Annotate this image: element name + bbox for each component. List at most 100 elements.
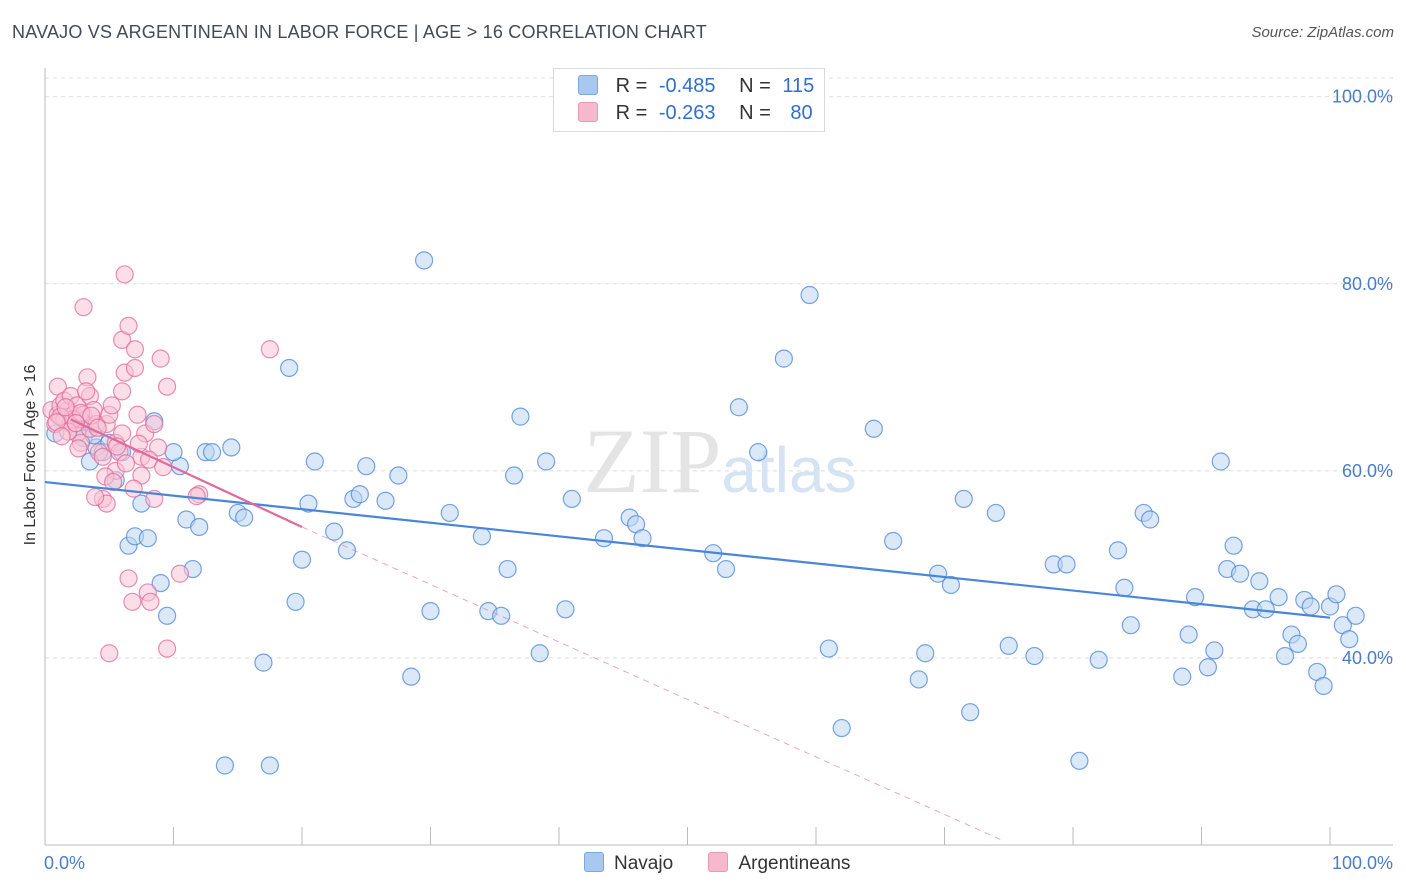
navajo-point-78 [999,636,1018,655]
y-tick-label-100: 100.0% [1332,87,1393,107]
navajo-point-22 [190,517,209,537]
argentineans-legend-swatch [708,852,729,872]
navajo-point-62 [716,559,736,579]
argentineans-point-70 [129,434,148,453]
navajo-point-34 [299,494,318,513]
argentineans-point-47 [141,592,160,611]
navajo-point-26 [215,756,234,775]
navajo-point-74 [941,575,961,595]
navajo-trend-line [44,480,1331,619]
navajo-point-79 [1025,646,1044,666]
navajo-point-92 [1198,658,1218,677]
navajo-point-97 [1230,564,1250,583]
argentineans-point-23 [93,447,112,466]
source-label: Source: ZipAtlas.com [1251,24,1394,41]
argentineans-point-48 [145,414,164,434]
series-argentineans [42,265,279,663]
argentinean-r-label: R = [615,102,648,124]
y-tick-label-80: 80.0% [1342,274,1393,294]
y-tick-label-40: 40.0% [1342,648,1393,668]
navajo-point-35 [305,452,324,471]
navajo-point-37 [337,541,357,560]
navajo-point-54 [537,452,556,471]
navajo-point-77 [986,503,1006,523]
legend-row-argentinean: R = -0.263 N = 80 [578,102,813,128]
x-tick-label-min: 0.0% [44,853,85,873]
series-legend: Navajo Argentineans [584,852,880,875]
argentineans-point-56 [260,340,279,359]
navajo-point-30 [260,756,279,775]
correlation-legend: R = -0.485 N = 115 R = -0.263 N = 80 [553,68,825,132]
navajo-point-104 [1288,634,1307,653]
argentineans-point-39 [123,592,142,611]
chart-title: NAVAJO VS ARGENTINEAN IN LABOR FORCE | A… [12,22,707,42]
data-points [42,251,1365,775]
navajo-point-64 [749,443,768,462]
navajo-point-82 [1070,751,1089,770]
argentineans-point-79 [154,458,173,477]
argentineans-point-73 [86,487,105,507]
legend-item-navajo[interactable]: Navajo [584,852,673,875]
navajo-point-85 [1115,578,1134,597]
navajo-point-41 [376,491,395,510]
argentineans-point-36 [115,265,134,284]
navajo-point-40 [357,457,376,476]
navajo-point-33 [292,550,312,569]
navajo-point-25 [222,438,241,457]
watermark-atlas: atlas [721,434,856,506]
navajo-point-63 [729,398,749,417]
argentineans-point-64 [56,398,75,417]
navajo-point-108 [1314,676,1333,696]
navajo-point-94 [1211,452,1230,471]
navajo-point-88 [1140,510,1160,529]
navajo-point-72 [916,644,935,663]
argentineans-point-61 [77,382,96,401]
navajo-point-90 [1179,625,1198,644]
trend-lines [44,418,1331,841]
navajo-point-24 [202,443,222,462]
navajo-point-45 [421,602,440,621]
navajo-point-110 [1327,585,1346,604]
argentineans-point-74 [124,479,143,498]
y-axis-label: In Labor Force | Age > 16 [22,365,39,546]
argentineans-point-51 [151,349,170,368]
navajo-point-89 [1173,667,1192,686]
argentineans-point-57 [100,644,119,663]
navajo-r-value: -0.485 [658,75,716,97]
navajo-point-86 [1121,616,1140,635]
navajo-point-60 [633,529,652,548]
navajo-point-81 [1057,555,1076,574]
navajo-point-93 [1205,641,1224,660]
navajo-point-28 [235,508,254,527]
navajo-point-76 [961,703,980,722]
navajo-point-47 [472,527,491,546]
argentinean-r-value: -0.263 [658,102,716,124]
navajo-point-17 [157,606,177,625]
navajo-point-83 [1089,650,1108,669]
navajo-point-32 [286,592,305,611]
watermark: ZIPatlas [583,410,856,512]
navajo-point-75 [954,489,973,509]
tick-labels: 40.0% 60.0% 80.0% 100.0% 0.0% 100.0% [44,87,1393,873]
navajo-point-56 [562,489,581,509]
navajo-point-113 [1346,606,1365,625]
argentinean-n-value: 80 [790,102,813,124]
navajo-point-84 [1108,541,1128,560]
watermark-zip: ZIP [583,410,721,512]
navajo-point-68 [832,718,851,738]
argentineans-point-42 [128,405,147,424]
navajo-point-70 [883,531,903,551]
navajo-point-55 [556,600,575,619]
argentineans-point-69 [116,454,136,473]
argentineans-point-54 [170,564,190,583]
navajo-point-39 [350,485,369,504]
navajo-point-101 [1269,588,1288,607]
argentineans-point-65 [66,414,85,433]
argentineans-point-40 [125,340,145,359]
navajo-point-102 [1275,646,1295,666]
navajo-point-106 [1301,597,1320,616]
argentineans-point-37 [119,316,138,335]
legend-item-argentineans[interactable]: Argentineans [708,852,850,875]
navajo-r-label: R = [615,75,648,97]
